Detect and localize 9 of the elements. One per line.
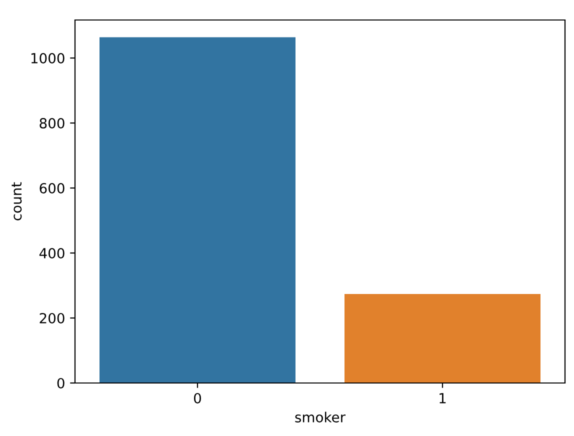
y-tick-label: 0 bbox=[57, 378, 64, 388]
y-tick-label: 1000 bbox=[31, 52, 64, 64]
y-tick-label: 800 bbox=[40, 118, 64, 128]
y-axis-title: count bbox=[12, 182, 22, 220]
x-tick-label: 1 bbox=[440, 393, 446, 404]
y-tick-label: 400 bbox=[39, 248, 64, 258]
x-axis-title: smoker bbox=[295, 412, 346, 422]
y-tick-label: 600 bbox=[40, 182, 64, 194]
y-tick-label: 200 bbox=[40, 312, 64, 324]
